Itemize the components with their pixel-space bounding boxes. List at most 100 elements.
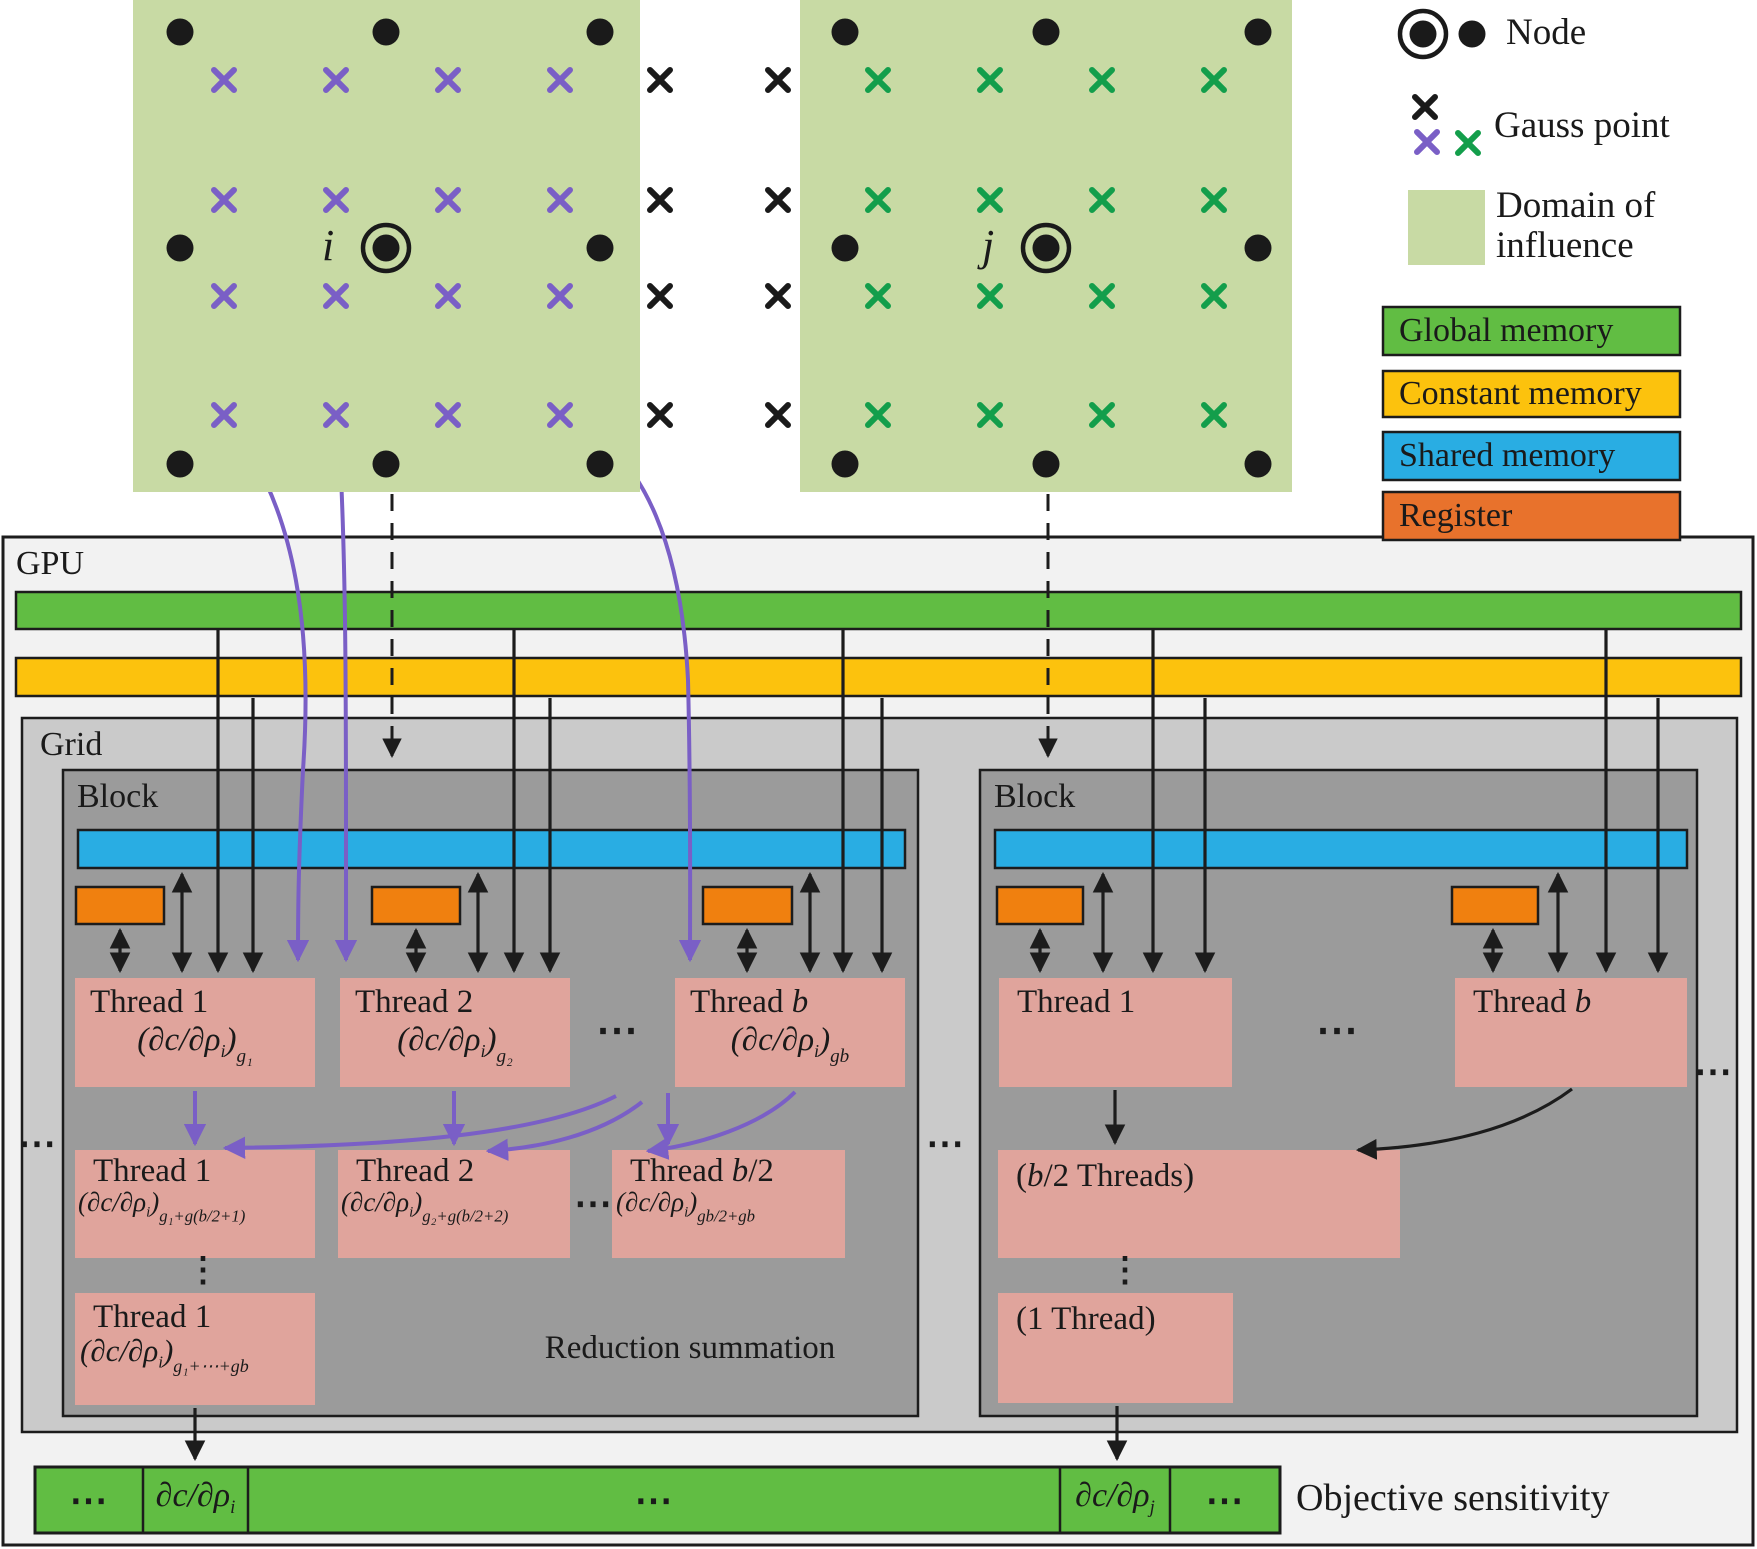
vertical-ellipsis: ⋮ bbox=[186, 1252, 221, 1289]
node bbox=[831, 18, 859, 46]
thread-title: Thread 1 bbox=[90, 984, 209, 1020]
node bbox=[1032, 18, 1060, 46]
node bbox=[166, 234, 194, 262]
register-box bbox=[701, 885, 794, 926]
thread-title: Thread b bbox=[690, 984, 809, 1020]
legend-global-memory-swatch bbox=[1381, 305, 1682, 357]
node bbox=[166, 450, 194, 478]
node bbox=[586, 234, 614, 262]
legend-gauss-label: Gauss point bbox=[1494, 105, 1670, 146]
thread-formula: (∂c/∂ρi)g₁ bbox=[137, 1022, 253, 1067]
constant-memory-bar bbox=[14, 656, 1743, 698]
thread-formula: (∂c/∂ρi)g₂+g(b/2+2) bbox=[341, 1187, 509, 1226]
thread-title: Thread 1 bbox=[1017, 984, 1136, 1020]
reduction-summation-label: Reduction summation bbox=[544, 1330, 836, 1366]
ellipsis: ⋯ bbox=[596, 1008, 639, 1054]
legend-register-swatch bbox=[1381, 490, 1682, 542]
register-box bbox=[74, 885, 166, 926]
thread-box bbox=[675, 978, 905, 1087]
gauss-point-black bbox=[650, 190, 670, 210]
thread-box bbox=[75, 978, 315, 1087]
gauss-point-black bbox=[768, 405, 788, 425]
thread-box bbox=[612, 1150, 845, 1258]
node bbox=[586, 450, 614, 478]
legend-gauss-purple-icon bbox=[1417, 132, 1437, 152]
grid-label: Grid bbox=[40, 726, 103, 763]
gauss-point-black bbox=[768, 286, 788, 306]
ellipsis: ⋯ bbox=[1694, 1051, 1733, 1093]
legend-node-circled-icon bbox=[1400, 11, 1446, 57]
objective-sensitivity-bar bbox=[33, 1465, 1282, 1535]
objective-sensitivity-label: Objective sensitivity bbox=[1296, 1477, 1610, 1519]
node-i-label: i bbox=[322, 221, 335, 270]
legend-shared-memory-label: Shared memory bbox=[1399, 437, 1616, 474]
legend-domain-label-2: influence bbox=[1496, 225, 1634, 266]
thread-box bbox=[340, 978, 570, 1087]
global-memory-bar bbox=[14, 590, 1743, 631]
register-box bbox=[370, 885, 462, 926]
shared-memory-bar-block1 bbox=[76, 828, 907, 870]
shared-memory-bar-block2 bbox=[993, 828, 1689, 870]
ellipsis: ⋯ bbox=[926, 1123, 965, 1165]
node bbox=[831, 234, 859, 262]
node bbox=[586, 18, 614, 46]
legend-constant-memory-swatch bbox=[1381, 369, 1682, 419]
gpu-label: GPU bbox=[16, 545, 85, 582]
thread-box bbox=[338, 1150, 570, 1258]
legend-domain-swatch bbox=[1408, 190, 1485, 265]
thread-title: Thread 1 bbox=[93, 1153, 212, 1189]
ellipsis: ⋯ bbox=[18, 1123, 57, 1165]
legend-constant-memory-label: Constant memory bbox=[1399, 375, 1642, 412]
thread-box bbox=[999, 978, 1232, 1087]
thread-formula: (∂c/∂ρi)gb/2+gb bbox=[616, 1187, 756, 1226]
bar-cell-dots: ⋯ bbox=[1205, 1480, 1245, 1522]
thread-title: (1 Thread) bbox=[1016, 1301, 1156, 1337]
gauss-point-black bbox=[650, 286, 670, 306]
node bbox=[166, 18, 194, 46]
dashed-assignment-arrow bbox=[382, 494, 1058, 758]
reduction-arrow bbox=[183, 1090, 797, 1162]
thread-formula: (∂c/∂ρi)g₁+g(b/2+1) bbox=[78, 1187, 246, 1226]
legend-node-icon bbox=[1458, 20, 1486, 48]
thread-box bbox=[998, 1150, 1400, 1258]
node-j-label: j bbox=[982, 221, 995, 270]
gauss-point-black bbox=[650, 70, 670, 90]
thread-title: Thread 2 bbox=[355, 984, 474, 1020]
legend-gauss-black-icon bbox=[1415, 97, 1435, 117]
thread-formula: (∂c/∂ρi)gb bbox=[730, 1022, 850, 1067]
legend-gauss-green-icon bbox=[1458, 133, 1478, 153]
legend-node-label: Node bbox=[1506, 12, 1587, 53]
ellipsis: ⋯ bbox=[574, 1183, 613, 1225]
gauss-point-black bbox=[768, 70, 788, 90]
bar-cell-dots: ⋯ bbox=[634, 1480, 674, 1522]
register-box bbox=[995, 885, 1085, 926]
thread-formula: (∂c/∂ρi)g₂ bbox=[397, 1022, 513, 1067]
gauss-point-black bbox=[768, 190, 788, 210]
ellipsis: ⋯ bbox=[1316, 1008, 1359, 1054]
thread-title: (b/2 Threads) bbox=[1016, 1158, 1195, 1194]
thread-box bbox=[998, 1293, 1233, 1403]
block2-label: Block bbox=[994, 778, 1076, 815]
node bbox=[1244, 18, 1272, 46]
gauss-point-black bbox=[650, 405, 670, 425]
legend-domain-label-1: Domain of bbox=[1496, 185, 1656, 226]
block2-reduction-arrows bbox=[1104, 1087, 1573, 1462]
node bbox=[372, 450, 400, 478]
vertical-ellipsis: ⋮ bbox=[1108, 1252, 1143, 1289]
thread-box bbox=[75, 1293, 315, 1405]
block1-label: Block bbox=[77, 778, 159, 815]
bar-cell-dots: ⋯ bbox=[69, 1480, 109, 1522]
node bbox=[831, 450, 859, 478]
legend-shared-memory-swatch bbox=[1381, 430, 1682, 482]
thread-title: Thread 1 bbox=[93, 1299, 212, 1335]
thread-formula: (∂c/∂ρi)g₁+⋯+gb bbox=[80, 1333, 249, 1377]
node bbox=[1244, 234, 1272, 262]
thread-title: Thread b/2 bbox=[630, 1153, 774, 1189]
memory-access-arrows bbox=[109, 630, 1669, 974]
thread-title: Thread 2 bbox=[356, 1153, 475, 1189]
legend-register-label: Register bbox=[1399, 497, 1513, 534]
bar-cell-dcdrho-j: ∂c/∂ρj bbox=[1075, 1477, 1155, 1519]
thread-box bbox=[75, 1150, 315, 1258]
